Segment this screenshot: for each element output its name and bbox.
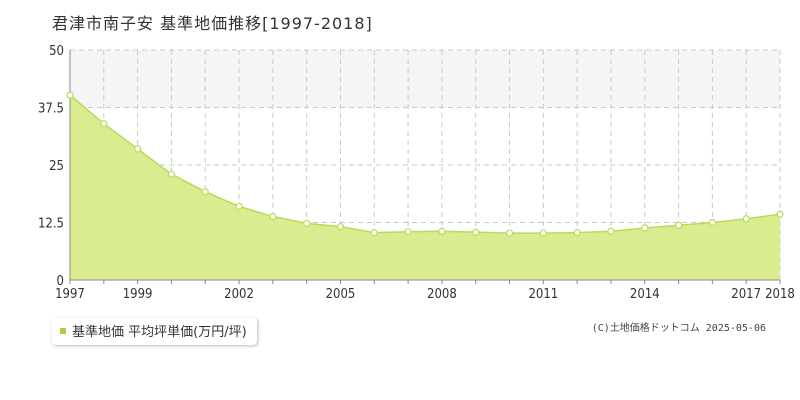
data-point [505, 229, 514, 237]
data-point [438, 227, 446, 235]
chart-legend: 基準地価 平均坪単価(万円/坪) [52, 318, 257, 345]
data-point [607, 227, 615, 235]
series-area [70, 95, 780, 280]
data-point [641, 224, 649, 232]
x-tick-label: 2017 [731, 287, 761, 302]
y-tick-label: 25 [49, 159, 64, 174]
data-point [235, 202, 243, 210]
y-tick-label: 37.5 [38, 102, 64, 117]
y-tick-label: 0 [57, 274, 64, 289]
x-tick-label: 2008 [427, 287, 457, 302]
series-line [69, 94, 781, 234]
data-point [303, 219, 311, 228]
plot-band [70, 50, 780, 108]
data-point [167, 170, 176, 178]
data-point [404, 228, 412, 236]
x-tick-label: 2018 [765, 287, 795, 302]
y-tick-label: 50 [49, 44, 64, 59]
x-tick-label: 2011 [528, 287, 558, 302]
data-point [269, 212, 277, 221]
copyright-credit: (C)土地価格ドットコム 2025-05-06 [591, 323, 766, 334]
data-point [776, 210, 784, 218]
y-tick-label: 12.5 [38, 217, 64, 232]
data-point [336, 223, 345, 231]
x-tick-label: 2002 [224, 287, 254, 302]
legend-label: 基準地価 平均坪単価(万円/坪) [72, 325, 247, 340]
data-point [573, 229, 581, 237]
data-point [66, 91, 74, 99]
data-point [201, 188, 209, 196]
x-tick-label: 1997 [55, 287, 85, 302]
chart-title: 君津市南子安 基準地価推移[1997-2018] [52, 14, 373, 33]
data-point [674, 221, 683, 229]
data-point [539, 229, 547, 237]
data-point [134, 145, 142, 153]
data-point [370, 229, 378, 237]
data-point [100, 119, 108, 128]
x-tick-label: 2014 [630, 287, 660, 302]
x-tick-label: 1999 [123, 287, 153, 302]
data-point [472, 228, 480, 236]
x-tick-label: 2005 [326, 287, 356, 302]
legend-swatch-icon [60, 327, 66, 334]
data-point [708, 218, 716, 227]
data-point [742, 215, 750, 223]
